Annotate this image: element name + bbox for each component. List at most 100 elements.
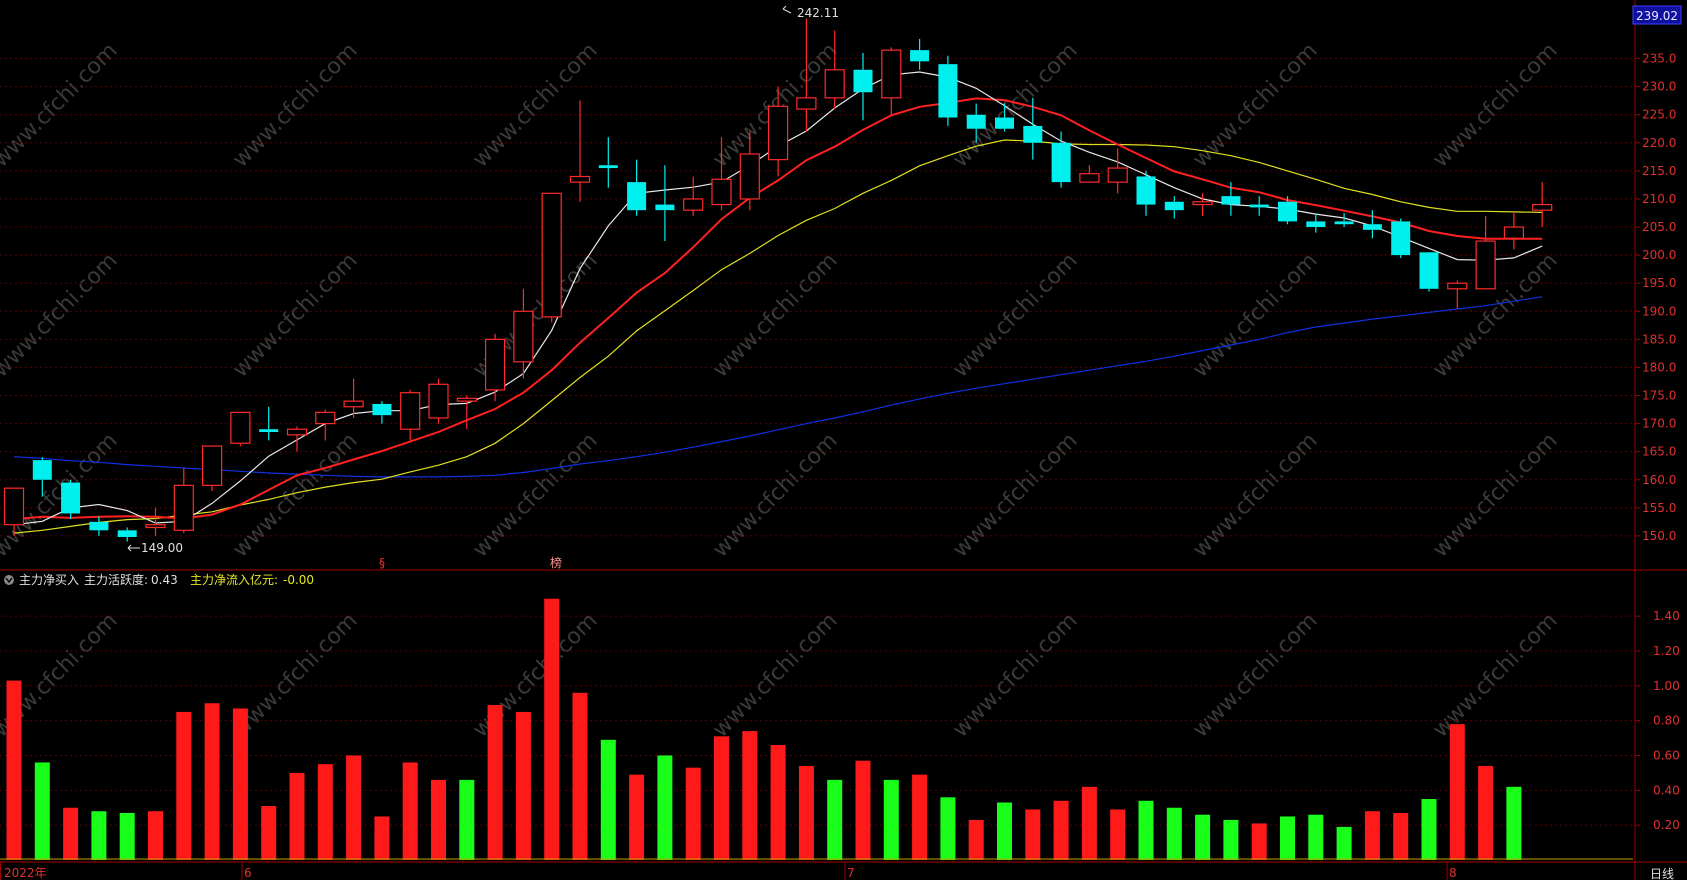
- indicator-tick-label: 0.40: [1653, 783, 1680, 797]
- flow-bar: [204, 703, 220, 860]
- candle-body-down: [1278, 201, 1297, 222]
- flow-bar: [1025, 809, 1041, 860]
- candle-body-down: [1136, 176, 1156, 205]
- flow-bar: [657, 755, 673, 860]
- flow-bar: [346, 755, 362, 860]
- price-tick-label: 220.0: [1642, 136, 1676, 150]
- flow-bar: [600, 739, 616, 860]
- flow-bar: [855, 760, 871, 860]
- price-axis-labels: 150.0 155.0 160.0 165.0 170.0 175.0 180.0 185.0…: [1635, 52, 1676, 543]
- price-tick-label: 190.0: [1642, 304, 1676, 318]
- candle-body-up: [881, 49, 902, 99]
- price-tick-label: 185.0: [1642, 332, 1676, 346]
- price-tick-label: 235.0: [1642, 52, 1676, 66]
- flow-bar: [515, 711, 531, 860]
- candle-body-up: [173, 484, 194, 531]
- flow-bar: [1053, 800, 1069, 860]
- flow-bar: [1449, 724, 1465, 860]
- flow-bar: [1506, 786, 1522, 860]
- candlestick-series: [3, 18, 1553, 542]
- low-price-label: 149.00: [141, 541, 183, 555]
- candle-body-down: [1419, 252, 1439, 289]
- candle-body-up: [3, 487, 25, 526]
- flow-bar: [572, 692, 588, 860]
- candle-body-down: [938, 64, 958, 118]
- flow-bar: [261, 806, 277, 860]
- candle-body-down: [655, 204, 675, 211]
- flow-bar: [374, 816, 390, 860]
- flow-bar: [1166, 807, 1182, 860]
- activity-value: 0.43: [151, 573, 178, 587]
- candle-body-up: [230, 411, 251, 444]
- candle-body-up: [145, 524, 166, 529]
- date-tick-label: 7: [847, 866, 855, 880]
- candle-body-up: [767, 105, 789, 161]
- flow-bar: [1336, 826, 1352, 860]
- flow-bar: [827, 779, 843, 860]
- candle-body-up: [485, 338, 506, 391]
- flow-bar: [1251, 823, 1267, 860]
- candle-body-up: [739, 153, 760, 200]
- current-price-label: 239.02: [1636, 9, 1678, 23]
- indicator-tick-label: 1.20: [1653, 644, 1680, 658]
- candle-body-up: [513, 310, 534, 363]
- flow-bar: [1478, 765, 1494, 860]
- flow-bar: [940, 797, 956, 860]
- price-tick-label: 200.0: [1642, 248, 1676, 262]
- candle-body-down: [1391, 221, 1411, 256]
- indicator-tick-label: 0.80: [1653, 714, 1680, 728]
- flow-bar: [912, 774, 928, 860]
- current-price-tag: [1632, 5, 1682, 25]
- flow-bar: [459, 779, 475, 860]
- indicator-tick-label: 0.60: [1653, 748, 1680, 762]
- flow-bar: [289, 772, 305, 860]
- flow-bar: [1364, 811, 1380, 860]
- low-price-arrow: [127, 544, 140, 552]
- flow-bar: [1195, 814, 1211, 860]
- flow-bar: [431, 779, 446, 860]
- activity-label: 主力活跃度:: [84, 572, 148, 587]
- flow-bar: [544, 598, 560, 860]
- price-tick-label: 165.0: [1642, 445, 1676, 459]
- candle-body-down: [372, 403, 392, 416]
- indicator-tick-label: 1.00: [1653, 679, 1680, 693]
- price-tick-label: 175.0: [1642, 389, 1676, 403]
- flow-bar: [770, 745, 786, 860]
- flow-bar: [1393, 812, 1409, 860]
- flow-bar: [63, 807, 79, 860]
- candle-body-down: [1221, 196, 1241, 205]
- flow-bar: [317, 764, 333, 860]
- flow-bar: [883, 779, 899, 860]
- date-tick-label: 6: [244, 866, 252, 880]
- price-tick-label: 180.0: [1642, 360, 1676, 374]
- flow-bar: [119, 812, 135, 860]
- collapse-indicator-icon[interactable]: [4, 575, 14, 585]
- period-tab[interactable]: 日线: [1650, 867, 1674, 880]
- indicator-title: 主力净买入: [19, 573, 79, 587]
- candle-body-up: [286, 428, 308, 436]
- flow-bar: [1421, 799, 1437, 860]
- candle-body-down: [1362, 224, 1382, 230]
- chevron-down-icon: [5, 577, 13, 584]
- indicator-tick-label: 1.40: [1653, 609, 1680, 623]
- candle-body-down: [598, 165, 618, 169]
- candle-body-up: [1475, 240, 1496, 290]
- date-axis-labels: 2022年 6 7 8: [4, 866, 1457, 880]
- ma60-line: [13, 296, 1543, 478]
- flow-bar: [232, 708, 248, 860]
- candle-body-up: [400, 392, 421, 430]
- candle-body-up: [1532, 203, 1553, 211]
- candle-body-up: [796, 97, 817, 110]
- candle-body-down: [1306, 221, 1326, 228]
- net-inflow-label: 主力净流入亿元:: [190, 572, 278, 587]
- price-tick-label: 160.0: [1642, 473, 1676, 487]
- candle-body-up: [711, 178, 732, 206]
- candle-body-up: [1107, 167, 1128, 183]
- flow-bar: [1223, 819, 1239, 860]
- capital-flow-bars: [0, 598, 1633, 860]
- date-tick-label: 8: [1449, 866, 1457, 880]
- candle-body-up: [315, 411, 336, 425]
- candle-body-up: [1503, 226, 1525, 239]
- candle-body-down: [32, 460, 52, 480]
